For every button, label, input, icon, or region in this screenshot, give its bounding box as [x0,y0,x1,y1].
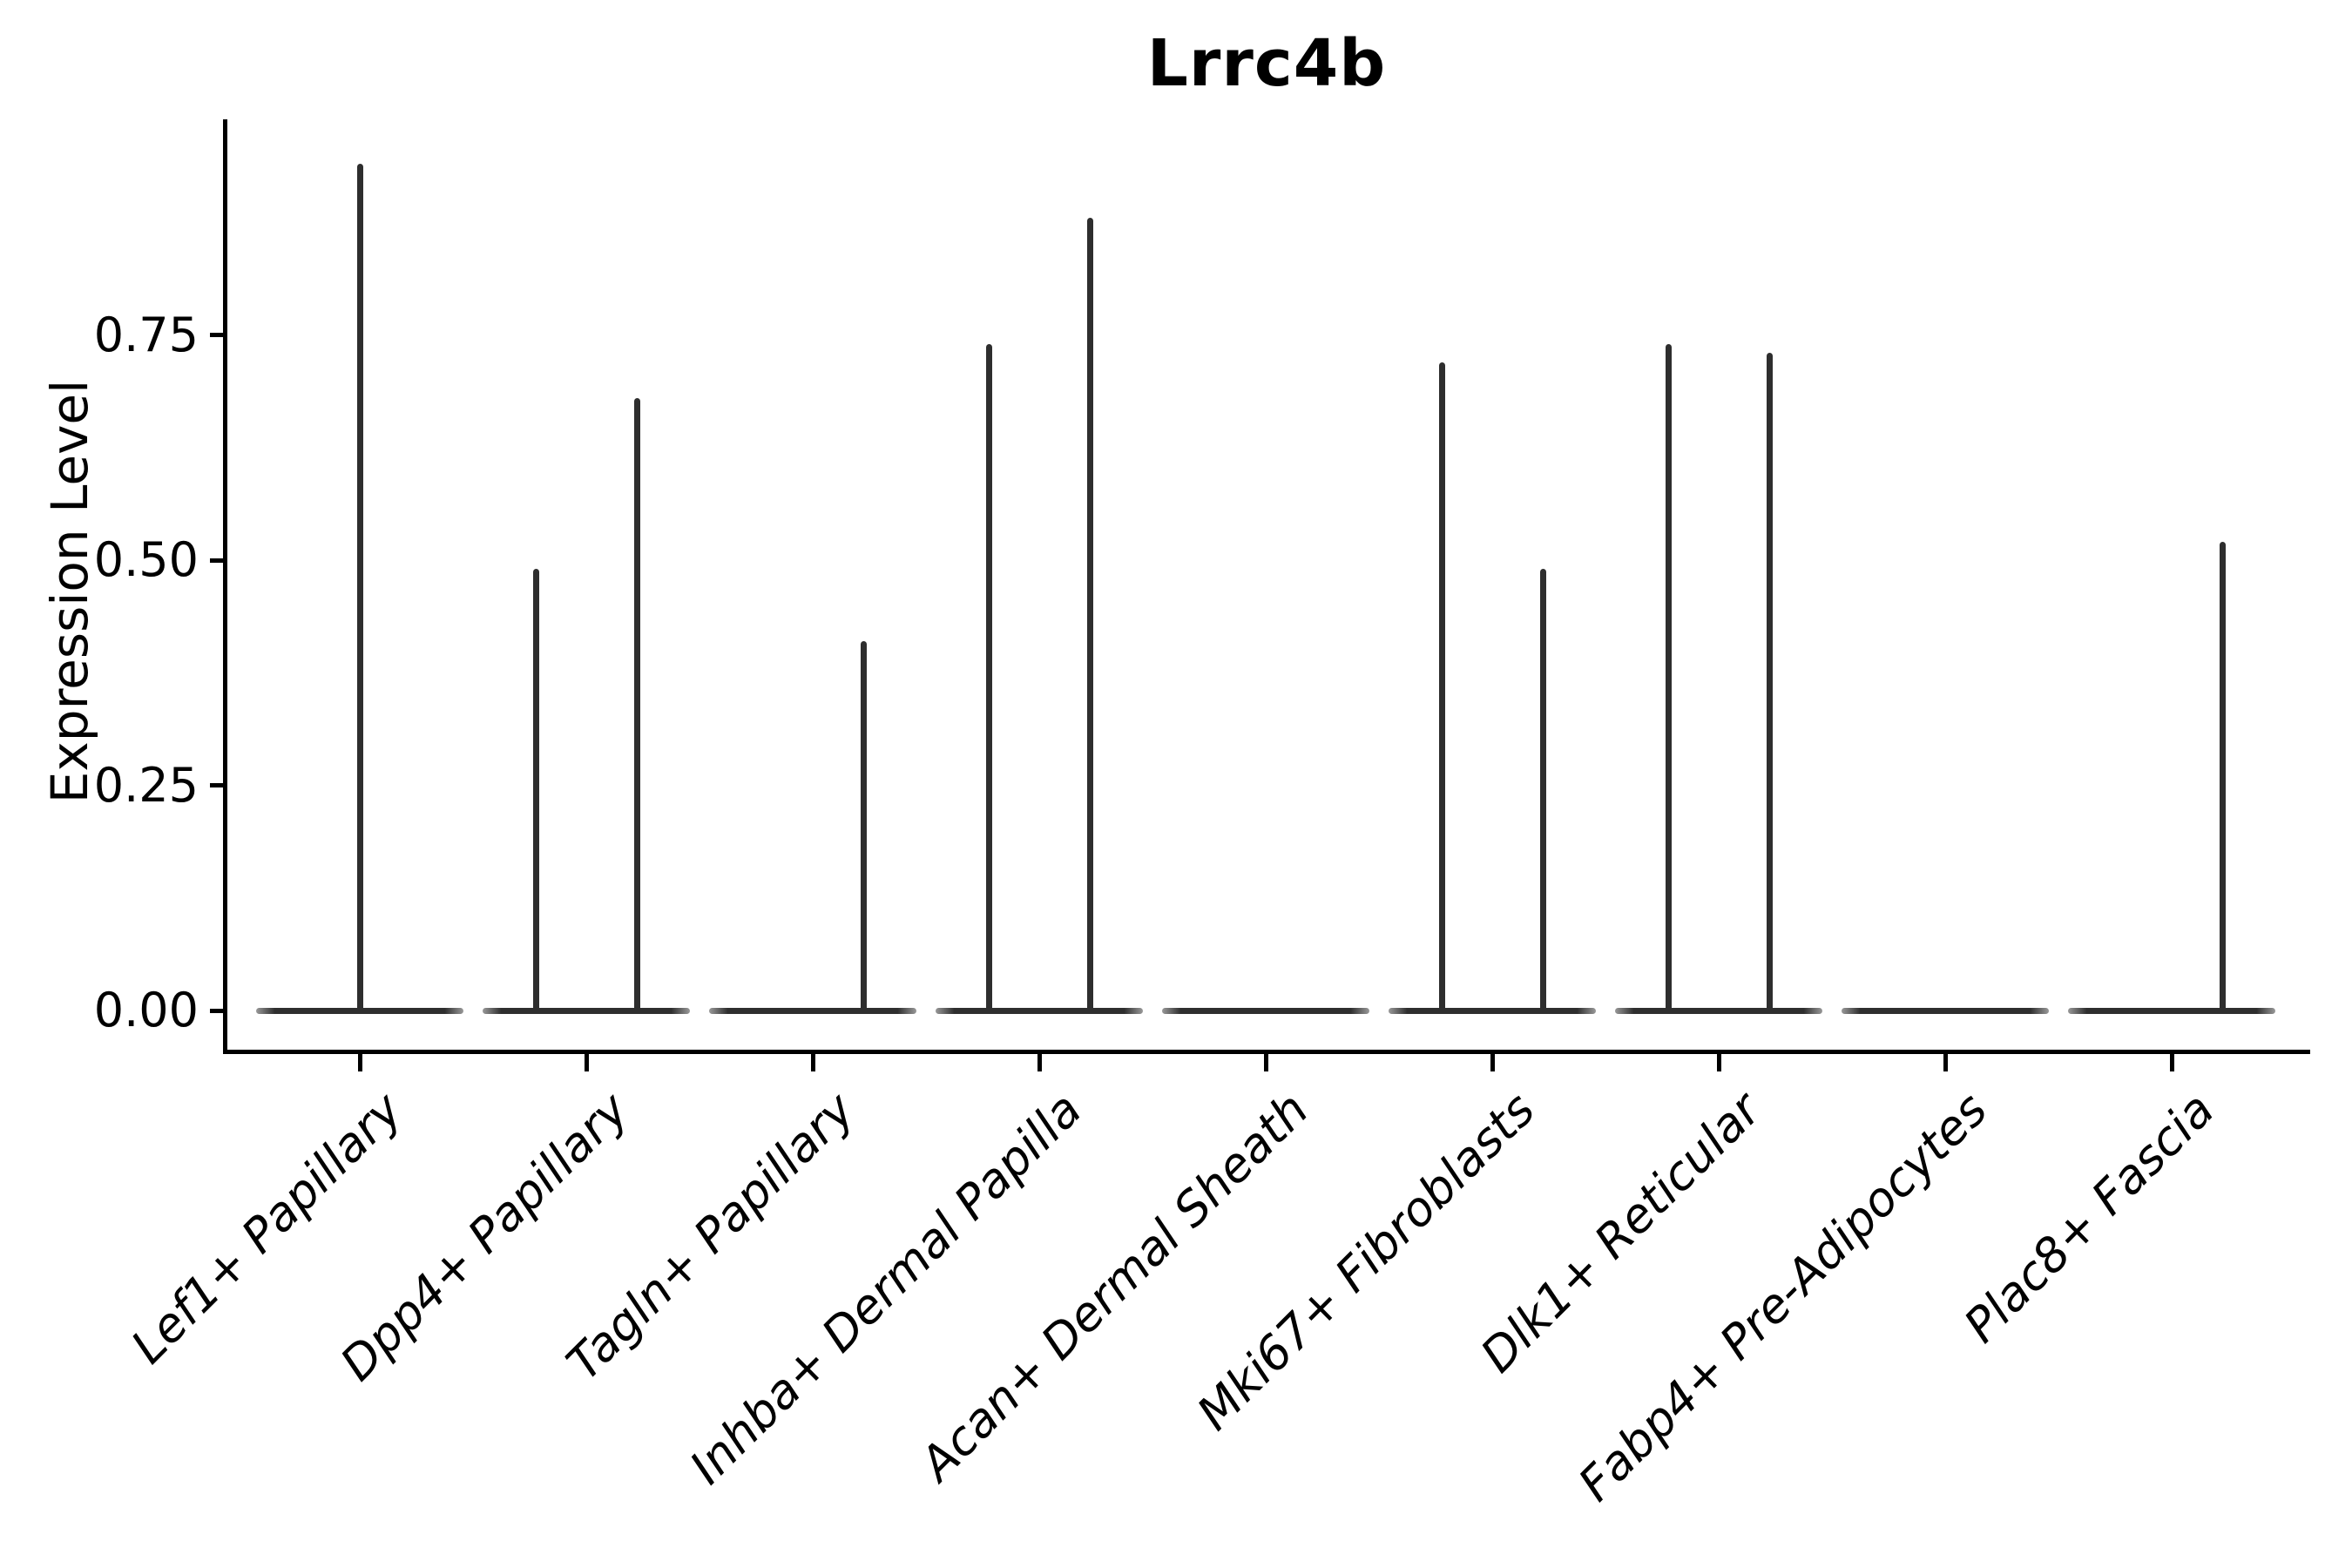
violin-baseline [1615,1007,1822,1014]
violin-baseline [1162,1007,1369,1014]
violin-spike [860,641,867,1013]
x-tick-label: Inhba+ Dermal Papilla [679,1082,1092,1495]
violin-baseline [1842,1007,2049,1014]
y-tick-label: 0.50 [93,532,199,587]
y-axis-spine [223,119,227,1054]
x-tick-mark [357,1054,362,1071]
y-tick-label: 0.75 [93,307,199,362]
y-tick-label: 0.25 [93,757,199,813]
x-tick-mark [810,1054,815,1071]
y-tick-mark [210,783,224,787]
x-tick-label: Acan+ Dermal Sheath [909,1082,1319,1491]
x-tick-mark [2169,1054,2174,1071]
x-axis-spine [223,1050,2310,1054]
x-tick-mark [1037,1054,1042,1071]
x-tick-mark [1490,1054,1495,1071]
violin-spike [1766,353,1773,1013]
x-tick-mark [1716,1054,1721,1071]
violin-baseline [483,1007,690,1014]
y-tick-mark [210,333,224,337]
violin-spike [1539,569,1546,1013]
violin-baseline [936,1007,1143,1014]
y-tick-mark [210,558,224,563]
chart-title: Lrrc4b [1146,26,1387,101]
violin-spike [532,569,539,1013]
violin-baseline [256,1007,463,1014]
violin-spike [1086,218,1093,1013]
x-tick-mark [1943,1054,1948,1071]
violin-spike [1438,362,1445,1013]
y-tick-mark [210,1008,224,1013]
violin-baseline [1389,1007,1596,1014]
x-tick-mark [1263,1054,1268,1071]
violin-spike [2219,542,2226,1013]
violin-spike [985,343,992,1013]
violin-spike [633,397,640,1013]
violin-spike [1665,343,1672,1013]
violin-baseline [709,1007,916,1014]
x-tick-label: Fabp4+ Pre-Adipocytes [1568,1082,1998,1512]
y-tick-label: 0.00 [93,983,199,1037]
violin-baseline [2068,1007,2275,1014]
x-tick-mark [584,1054,589,1071]
violin-spike [356,164,363,1013]
